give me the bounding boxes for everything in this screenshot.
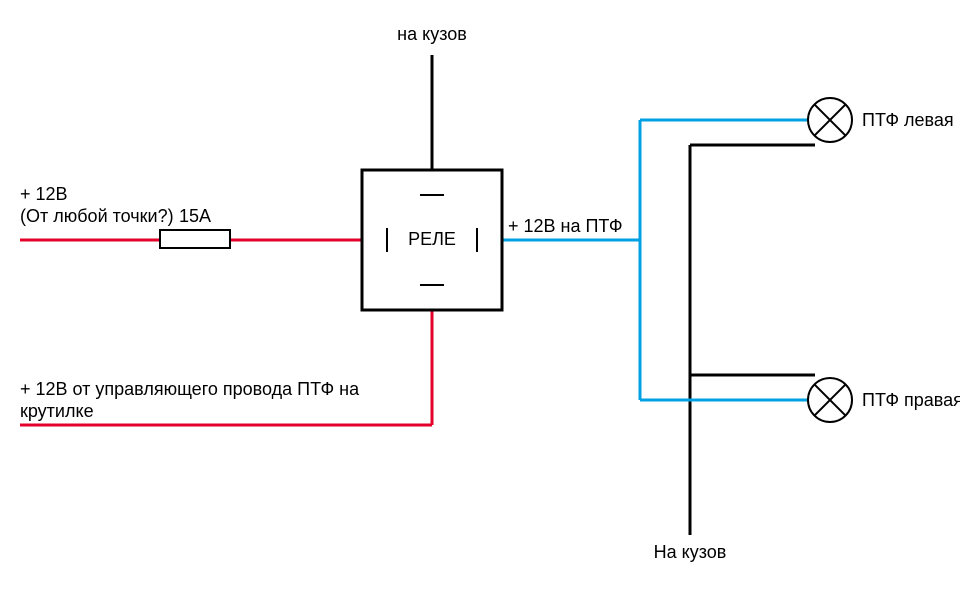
- label-ctrl_line1: + 12В от управляющего провода ПТФ на: [20, 379, 360, 399]
- fuse-box: [160, 230, 230, 248]
- label-fuse: 15А: [179, 206, 211, 226]
- label-relay: РЕЛЕ: [408, 229, 456, 249]
- label-top_body: на кузов: [397, 24, 467, 44]
- label-bottom_body: На кузов: [654, 542, 727, 562]
- wiring-diagram: на кузов РЕЛЕ + 12В(От любой точки?)15А + 1…: [0, 0, 960, 590]
- label-power_in_line1: + 12В: [20, 184, 68, 204]
- label-lamp_left: ПТФ левая: [862, 110, 954, 130]
- label-out_12v: + 12В на ПТФ: [508, 216, 623, 236]
- label-power_in_line2: (От любой точки?): [20, 206, 174, 226]
- label-lamp_right: ПТФ правая: [862, 390, 960, 410]
- label-ctrl_line2: крутилке: [20, 401, 94, 421]
